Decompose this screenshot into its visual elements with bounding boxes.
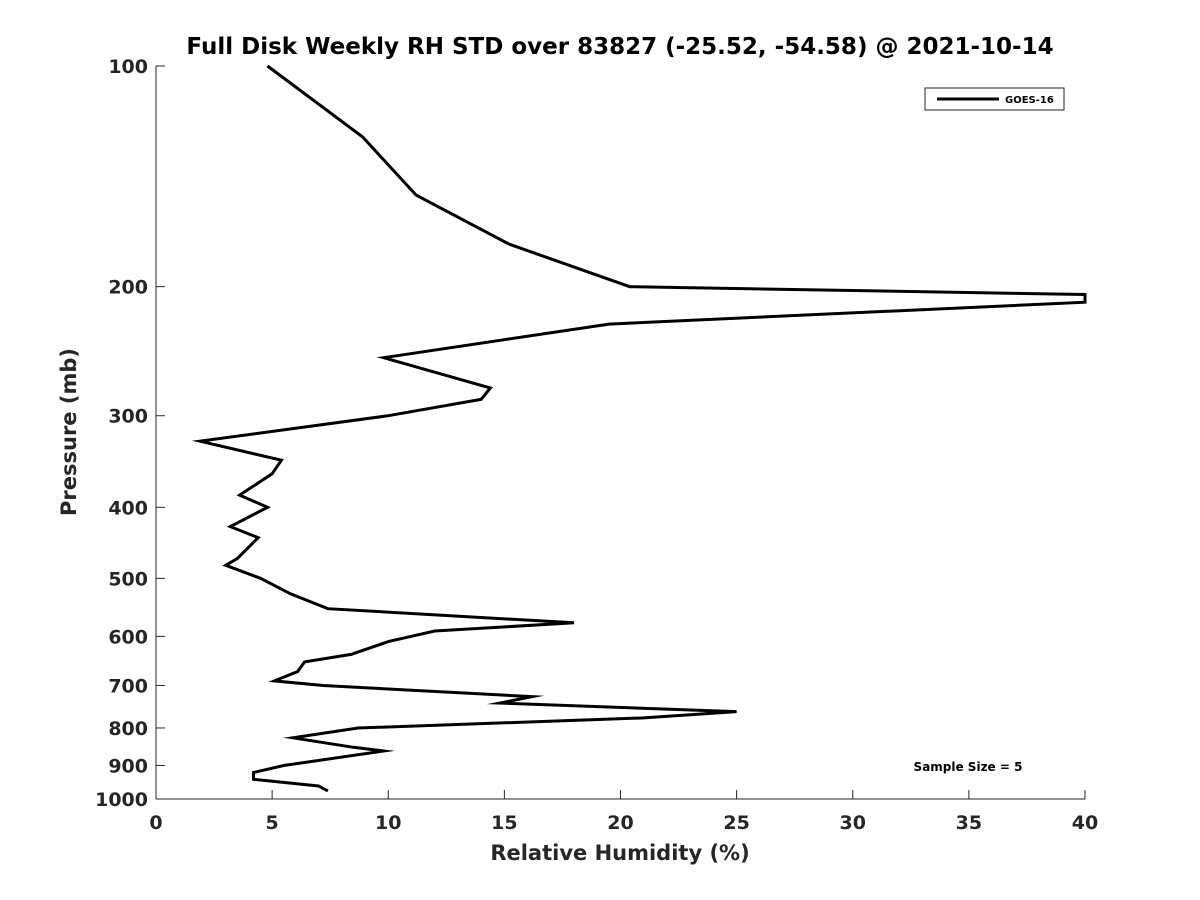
x-axis-ticks: 0 5 10 15 20 25 30 35 40 <box>149 790 1098 834</box>
y-tick-label: 600 <box>108 626 148 648</box>
y-tick-label: 900 <box>108 755 148 777</box>
x-tick-label: 5 <box>266 812 279 834</box>
y-tick-label: 200 <box>108 277 148 299</box>
y-tick-label: 500 <box>108 568 148 590</box>
x-tick-label: 10 <box>375 812 401 834</box>
axes <box>155 66 1085 800</box>
legend-label: GOES-16 <box>1005 95 1054 106</box>
y-tick-label: 700 <box>108 675 148 697</box>
x-tick-label: 40 <box>1072 812 1098 834</box>
x-tick-label: 15 <box>491 812 517 834</box>
series-line-goes-16 <box>191 64 1087 793</box>
x-tick-label: 30 <box>840 812 866 834</box>
sample-size-annotation: Sample Size = 5 <box>914 760 1023 774</box>
x-tick-label: 20 <box>607 812 633 834</box>
chart-title: Full Disk Weekly RH STD over 83827 (-25.… <box>186 34 1053 60</box>
y-tick-label: 300 <box>108 406 148 428</box>
legend: GOES-16 <box>924 87 1065 111</box>
y-tick-label: 1000 <box>95 789 148 811</box>
y-tick-label: 100 <box>108 56 148 78</box>
y-axis-label: Pressure (mb) <box>57 348 81 516</box>
y-tick-label: 800 <box>108 718 148 740</box>
x-tick-label: 25 <box>723 812 749 834</box>
y-axis-ticks: 100 200 300 400 500 600 700 800 900 1000 <box>95 56 165 811</box>
x-tick-label: 35 <box>956 812 982 834</box>
series-layer <box>191 64 1087 793</box>
x-axis-label: Relative Humidity (%) <box>490 841 749 865</box>
y-tick-label: 400 <box>108 497 148 519</box>
x-tick-label: 0 <box>149 812 162 834</box>
